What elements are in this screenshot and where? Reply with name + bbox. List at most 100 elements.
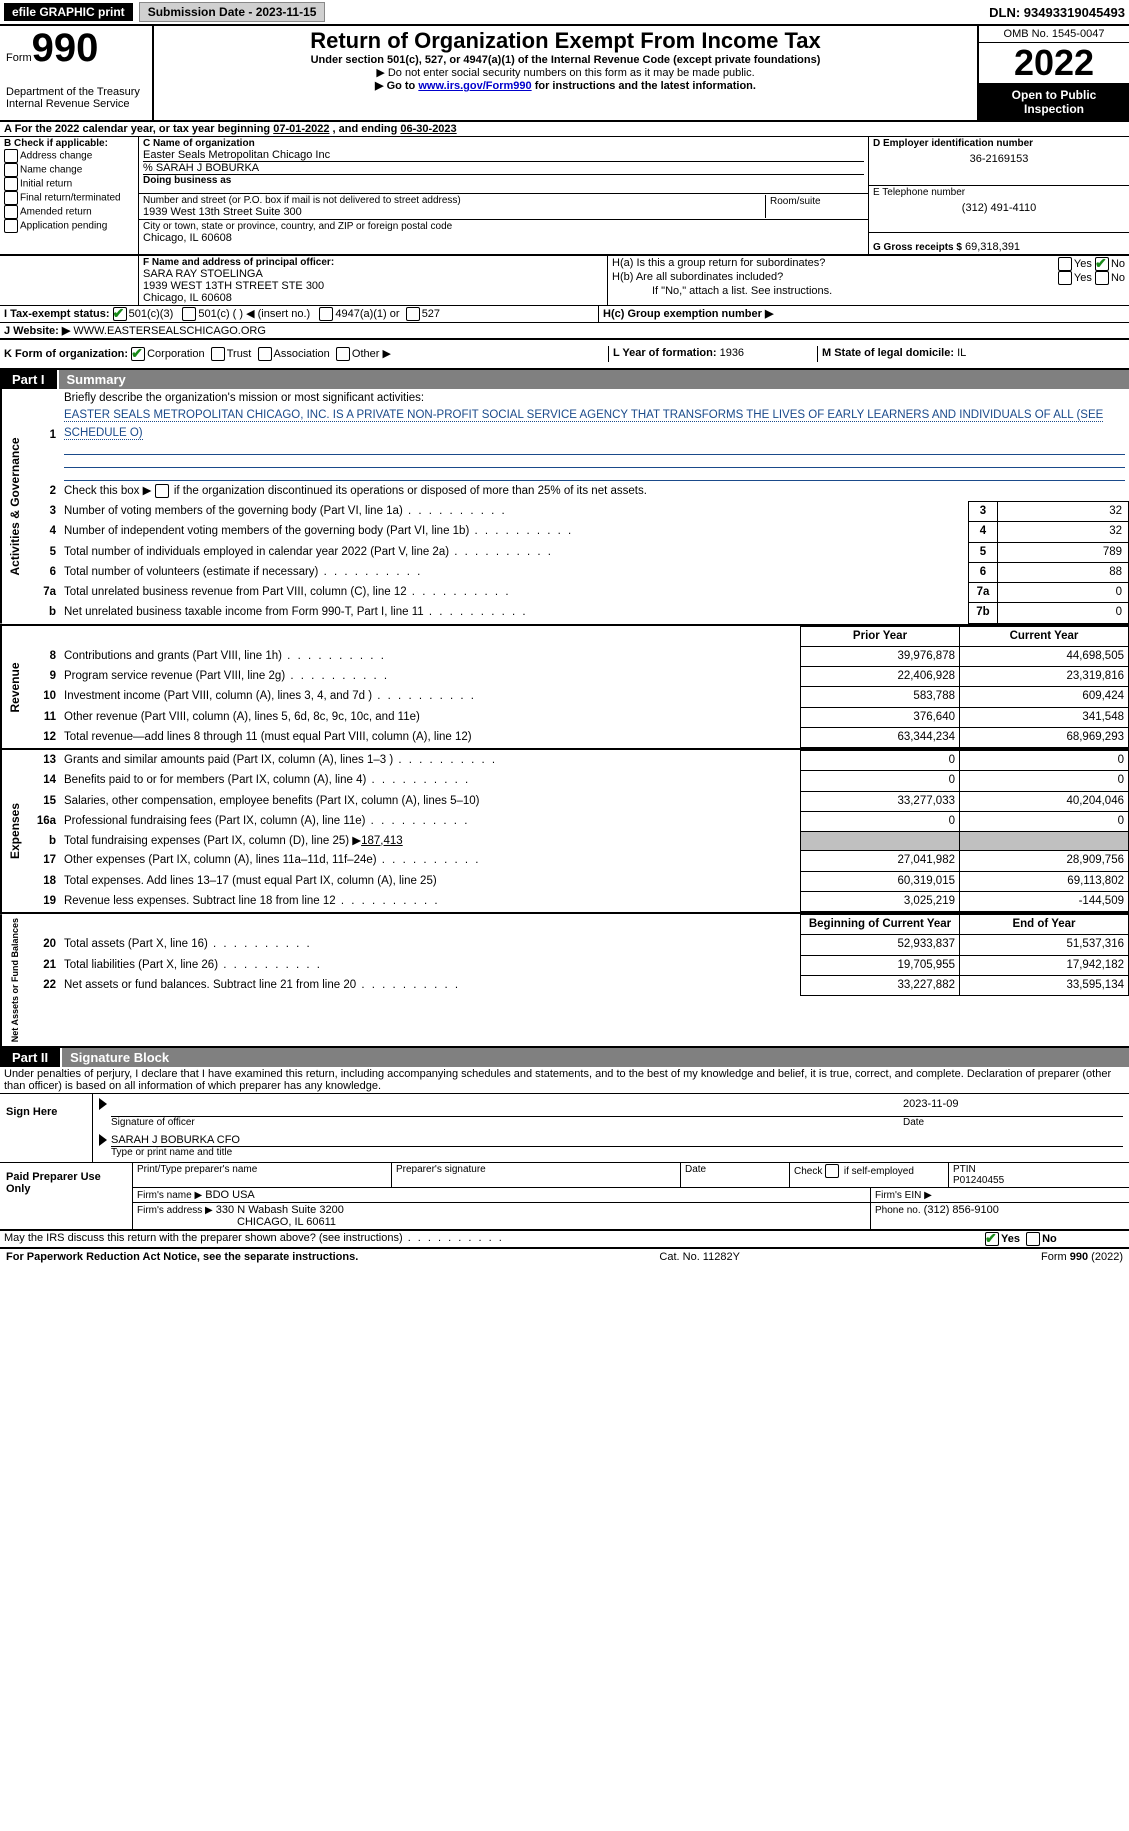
j-lbl: J Website: ▶ (4, 325, 70, 337)
hb-lbl: H(b) Are all subordinates included? (612, 271, 783, 285)
cb-discontinued[interactable] (155, 484, 169, 498)
curr-hdr: Current Year (960, 626, 1129, 646)
irs-link[interactable]: www.irs.gov/Form990 (418, 80, 531, 92)
c15: 40,204,046 (960, 791, 1129, 811)
hc-lbl: H(c) Group exemption number ▶ (603, 308, 773, 320)
cb-app-pending[interactable] (4, 219, 18, 233)
sect-expenses: Expenses (0, 750, 28, 912)
discuss-row: May the IRS discuss this return with the… (0, 1231, 1129, 1249)
sect-netassets: Net Assets or Fund Balances (0, 914, 28, 1046)
ha-no: No (1111, 258, 1125, 270)
cb-ha-yes[interactable] (1058, 257, 1072, 271)
klm-row: K Form of organization: Corporation Trus… (0, 340, 1129, 370)
firm-addr-lbl: Firm's address ▶ (137, 1205, 213, 1216)
end-hdr: End of Year (960, 915, 1129, 935)
v6: 88 (998, 562, 1129, 582)
tax-year-end: 06-30-2023 (400, 123, 456, 135)
street-lbl: Number and street (or P.O. box if mail i… (143, 195, 765, 206)
form-ref: Form 990 (2022) (1041, 1251, 1123, 1263)
p14: 0 (801, 771, 960, 791)
cb-corp[interactable] (131, 347, 145, 361)
cb-address-change[interactable] (4, 149, 18, 163)
firm-addr2: CHICAGO, IL 60611 (137, 1216, 336, 1228)
note-goto-a: ▶ Go to (375, 80, 415, 92)
cb-527[interactable] (406, 307, 420, 321)
cb-hb-yes[interactable] (1058, 271, 1072, 285)
page-footer: For Paperwork Reduction Act Notice, see … (0, 1249, 1129, 1265)
cb-4947[interactable] (319, 307, 333, 321)
l16b-v: 187,413 (361, 835, 403, 847)
c19: -144,509 (960, 891, 1129, 911)
officer-name: SARA RAY STOELINGA (143, 268, 603, 280)
date-lbl: Date (903, 1117, 1123, 1128)
l7b: Net unrelated business taxable income fr… (60, 603, 969, 623)
i-o2: 501(c) ( ) ◀ (insert no.) (198, 308, 310, 320)
cb-final-return[interactable] (4, 191, 18, 205)
l7a: Total unrelated business revenue from Pa… (60, 583, 969, 603)
pra-notice: For Paperwork Reduction Act Notice, see … (6, 1251, 358, 1263)
l5: Total number of individuals employed in … (60, 542, 969, 562)
firm-addr1: 330 N Wabash Suite 3200 (216, 1204, 344, 1216)
sig-officer-lbl: Signature of officer (111, 1117, 903, 1128)
opt-initial-return: Initial return (20, 179, 72, 190)
l18: Total expenses. Add lines 13–17 (must eq… (60, 871, 801, 891)
cb-501c[interactable] (182, 307, 196, 321)
cb-ha-no[interactable] (1095, 257, 1109, 271)
discuss-text: May the IRS discuss this return with the… (4, 1232, 504, 1244)
c10: 609,424 (960, 687, 1129, 707)
p22: 33,227,882 (801, 975, 960, 995)
cat-no: Cat. No. 11282Y (659, 1251, 740, 1263)
cb-name-change[interactable] (4, 163, 18, 177)
netassets-table: Beginning of Current YearEnd of Year 20T… (28, 914, 1129, 996)
discuss-yes: Yes (1001, 1233, 1020, 1245)
form-header: Form990 Department of the Treasury Inter… (0, 26, 1129, 122)
form-word: Form (6, 52, 32, 64)
f-lbl: F Name and address of principal officer: (143, 257, 603, 268)
type-name-lbl: Type or print name and title (111, 1147, 1123, 1158)
cb-discuss-no[interactable] (1026, 1232, 1040, 1246)
e-phone-lbl: E Telephone number (873, 187, 1125, 198)
c20: 51,537,316 (960, 935, 1129, 955)
k-o1: Corporation (147, 348, 204, 360)
hb-yes: Yes (1074, 272, 1092, 284)
l15: Salaries, other compensation, employee b… (60, 791, 801, 811)
cb-initial-return[interactable] (4, 177, 18, 191)
city-state-zip: Chicago, IL 60608 (143, 232, 864, 244)
city-lbl: City or town, state or province, country… (143, 221, 864, 232)
i-o1: 501(c)(3) (129, 308, 174, 320)
opt-amended: Amended return (20, 207, 92, 218)
k-lbl: K Form of organization: (4, 348, 128, 360)
p18: 60,319,015 (801, 871, 960, 891)
cb-hb-no[interactable] (1095, 271, 1109, 285)
website-row: J Website: ▶ WWW.EASTERSEALSCHICAGO.ORG (0, 323, 1129, 340)
l-lbl: L Year of formation: (613, 347, 717, 359)
sig-date: 2023-11-09 (897, 1098, 1123, 1117)
v4: 32 (998, 522, 1129, 542)
prep-date-lbl: Date (681, 1163, 790, 1187)
b-label: B Check if applicable: (4, 138, 134, 149)
cb-501c3[interactable] (113, 307, 127, 321)
sign-here-block: Sign Here 2023-11-09 Signature of office… (0, 1094, 1129, 1163)
submission-date-btn[interactable]: Submission Date - 2023-11-15 (139, 2, 326, 22)
cb-other[interactable] (336, 347, 350, 361)
p11: 376,640 (801, 707, 960, 727)
l20: Total assets (Part X, line 16) (60, 935, 801, 955)
check-se: Check if self-employed (794, 1166, 914, 1177)
cb-trust[interactable] (211, 347, 225, 361)
firm-ein-lbl: Firm's EIN ▶ (875, 1190, 932, 1201)
arrow-icon-2 (99, 1134, 107, 1146)
form-number: 990 (32, 26, 99, 70)
cb-self-employed[interactable] (825, 1164, 839, 1178)
efile-btn[interactable]: efile GRAPHIC print (4, 3, 133, 21)
c12: 68,969,293 (960, 727, 1129, 747)
opt-name-change: Name change (20, 165, 82, 176)
cb-assoc[interactable] (258, 347, 272, 361)
form-subtitle: Under section 501(c), 527, or 4947(a)(1)… (158, 54, 973, 66)
cb-discuss-yes[interactable] (985, 1232, 999, 1246)
website: WWW.EASTERSEALSCHICAGO.ORG (73, 325, 266, 337)
part1-header: Part I Summary (0, 370, 1129, 389)
entity-block: B Check if applicable: Address change Na… (0, 137, 1129, 256)
opt-app-pending: Application pending (20, 221, 107, 232)
year-formation: 1936 (720, 347, 744, 359)
cb-amended[interactable] (4, 205, 18, 219)
